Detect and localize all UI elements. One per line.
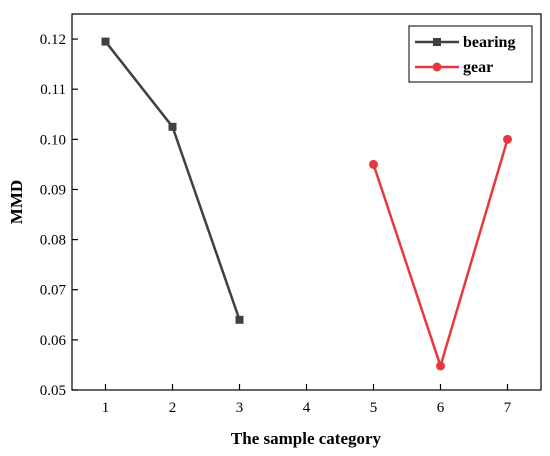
data-point-gear	[436, 361, 445, 371]
series-line-bearing	[104, 40, 241, 321]
series-layer	[101, 37, 512, 371]
x-tick-label: 4	[303, 400, 311, 416]
axis-ticks: 1 2 3 4 5 6 7 0.05 0.06 0.07 0.08 0.09 0.10 0.11 0.12	[40, 32, 512, 416]
legend-marker-bearing	[433, 38, 441, 46]
series-line-gear	[372, 138, 509, 368]
y-tick-label: 0.12	[40, 32, 66, 48]
y-tick-label: 0.06	[40, 333, 67, 349]
y-tick-label: 0.10	[40, 132, 66, 148]
data-point-bearing	[235, 315, 244, 324]
x-tick-label: 7	[504, 400, 512, 416]
data-point-gear	[369, 159, 378, 169]
legend-label-gear: gear	[463, 59, 493, 76]
y-tick-label: 0.08	[40, 233, 66, 249]
x-tick-label: 3	[236, 400, 244, 416]
legend-marker-gear	[432, 62, 442, 72]
y-tick-label: 0.09	[40, 182, 66, 198]
y-tick-label: 0.07	[40, 283, 67, 299]
legend-label-bearing: bearing	[463, 34, 515, 51]
x-tick-label: 6	[437, 400, 445, 416]
data-point-bearing	[168, 122, 177, 131]
y-tick-label: 0.05	[40, 383, 66, 399]
x-axis-title: The sample category	[231, 429, 382, 448]
x-tick-label: 5	[370, 400, 378, 416]
x-tick-label: 1	[102, 400, 110, 416]
legend-box	[408, 25, 533, 83]
y-axis-title: MMD	[7, 180, 26, 224]
legend: bearing gear	[408, 25, 533, 83]
data-point-bearing	[101, 37, 110, 46]
y-tick-label: 0.11	[40, 82, 66, 98]
data-point-gear	[503, 134, 512, 144]
x-tick-label: 2	[169, 400, 177, 416]
